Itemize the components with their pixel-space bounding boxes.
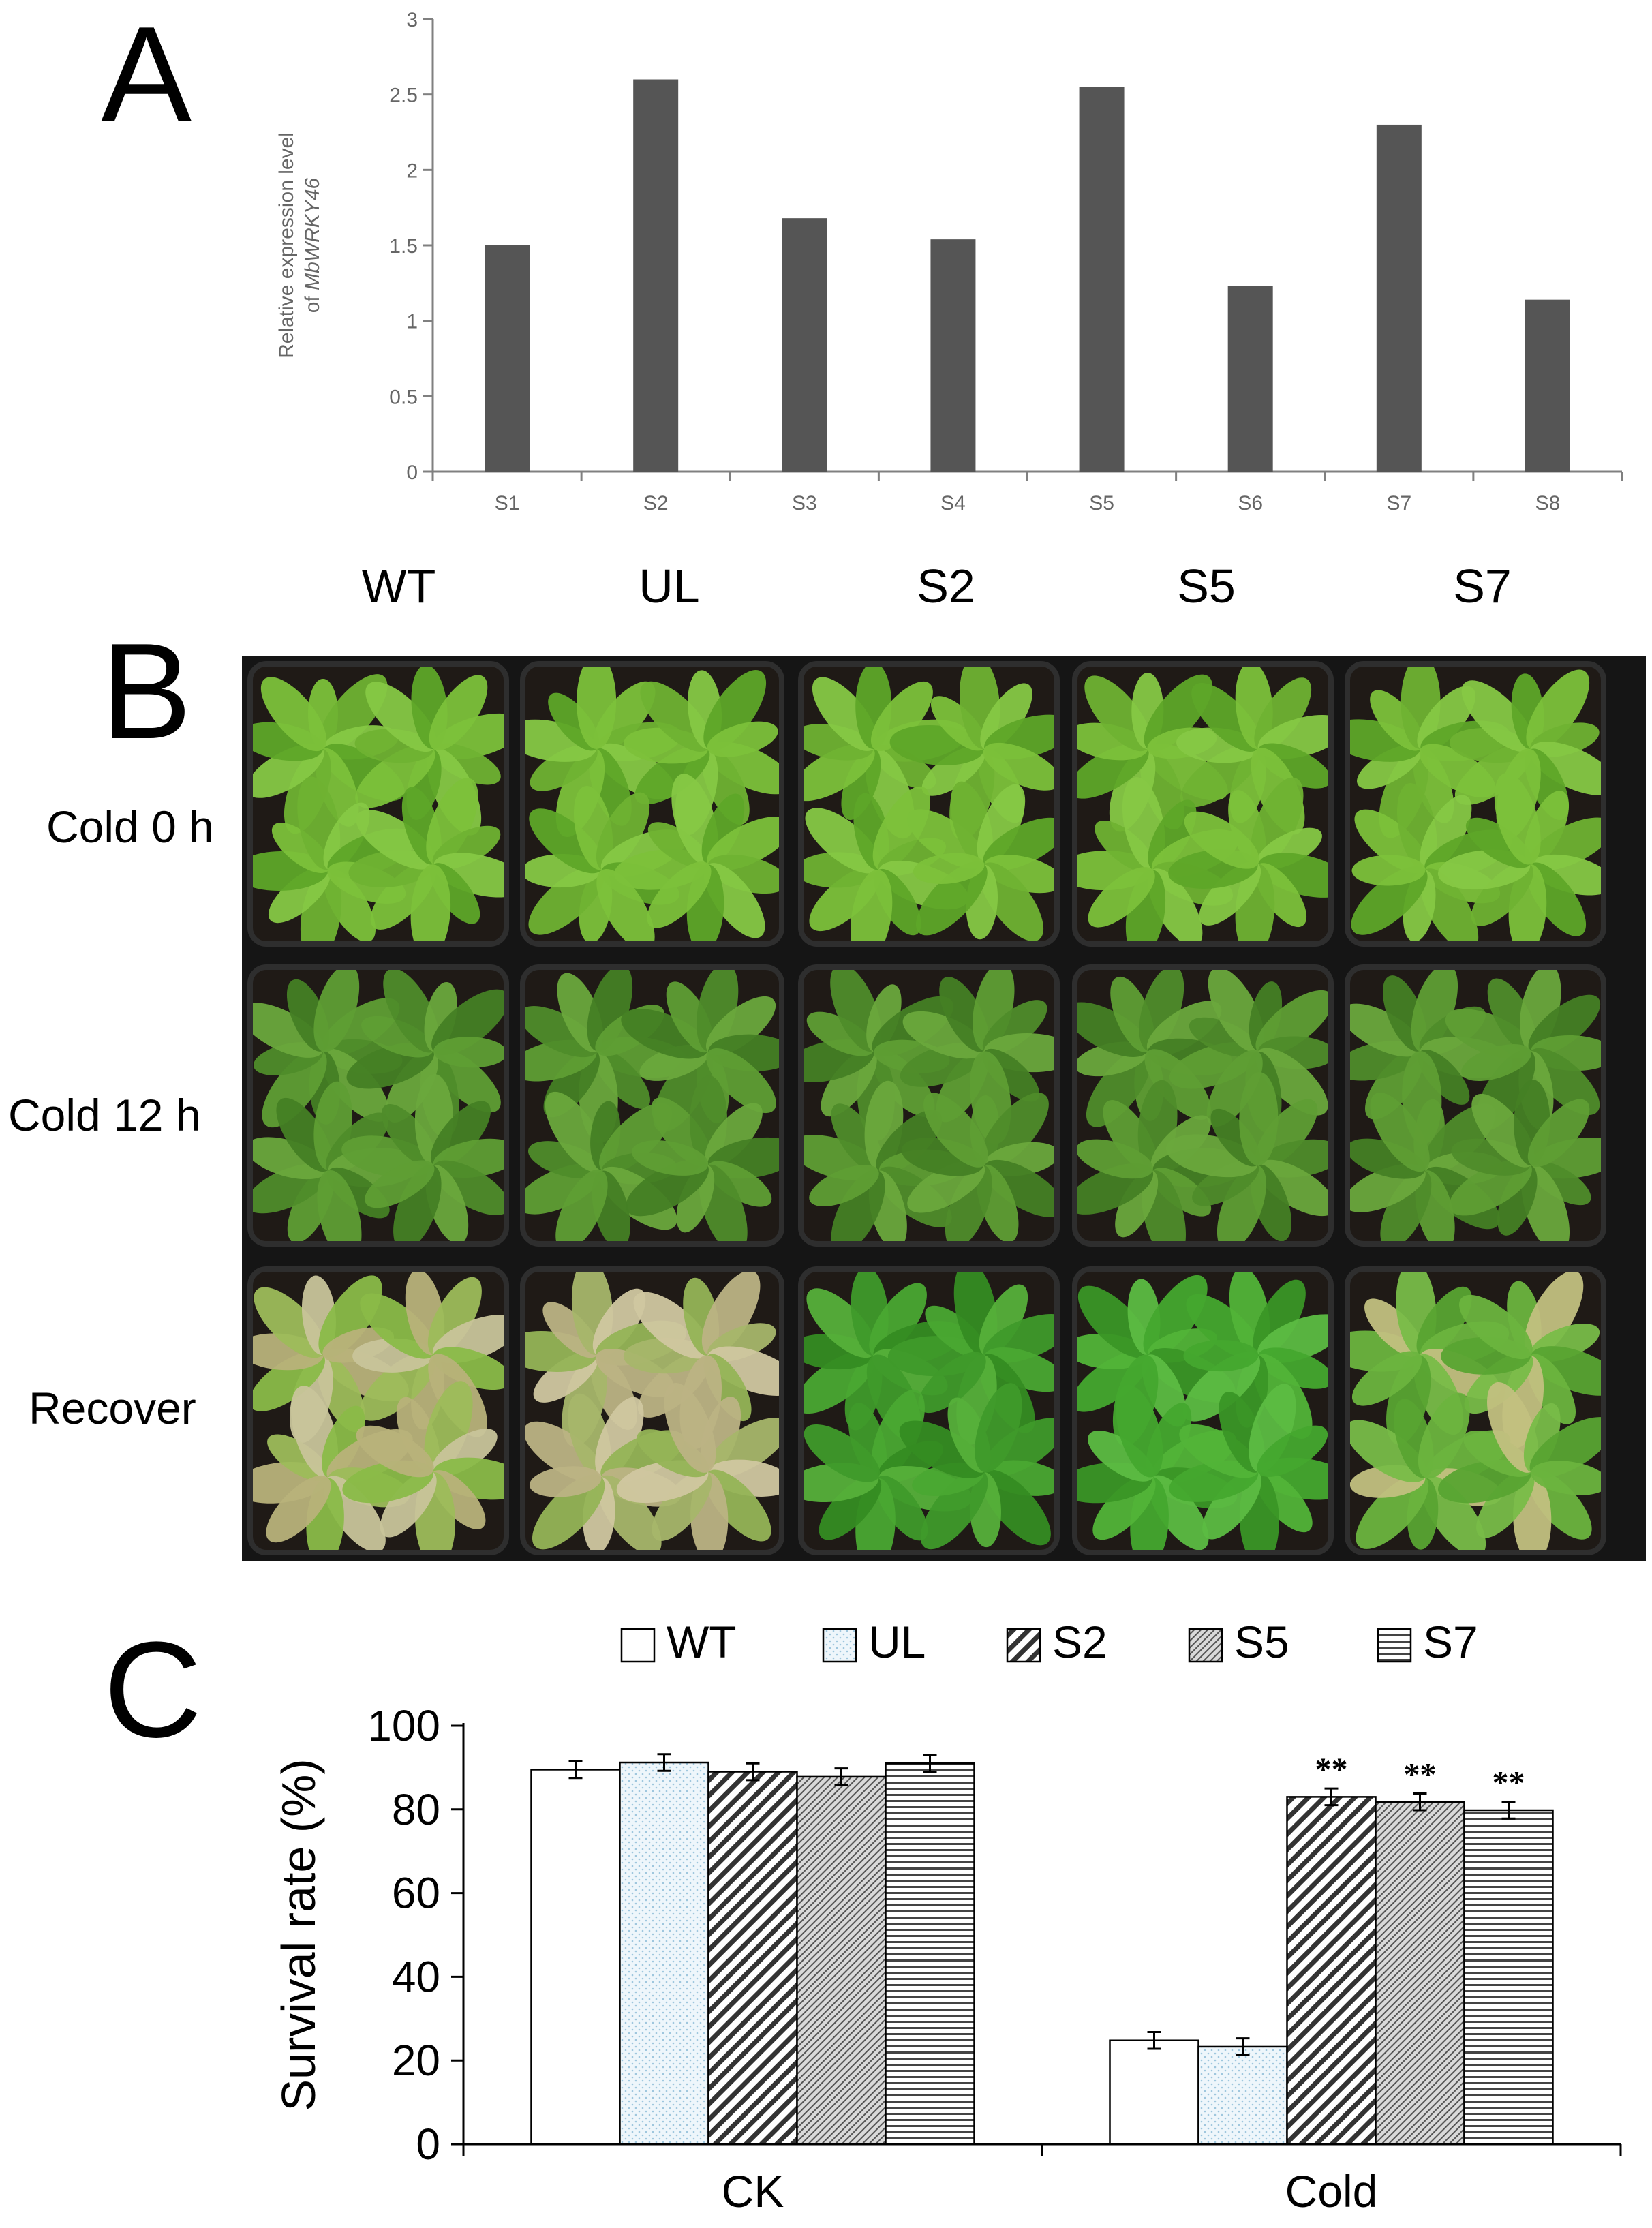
survival-y-tick-label: 100 [367, 1701, 440, 1750]
survival-bar [1375, 1801, 1465, 2146]
survival-y-tick-label: 60 [392, 1869, 440, 1918]
expression-bar [1525, 299, 1570, 472]
survival-x-tick-label: Cold [1285, 2166, 1378, 2216]
significance-marker: ** [1404, 1756, 1437, 1792]
survival-legend: WT UL S2 S5 S7 [620, 1622, 1478, 1667]
survival-bar [707, 1771, 798, 2146]
significance-marker: ** [1493, 1765, 1525, 1801]
legend-label: WT [667, 1622, 737, 1667]
plant-photo [242, 656, 1646, 1561]
plant-pot [247, 1266, 509, 1555]
plant-pot [798, 1266, 1060, 1555]
expression-x-tick-label: S8 [1535, 492, 1561, 515]
tray-row-recover [242, 1261, 1646, 1561]
expression-bar [930, 239, 976, 472]
survival-x-tick-label: CK [722, 2166, 784, 2216]
expression-bar-chart: 0 0.5 1 1.5 2 2.5 3 S1 S2 S3 S4 S5 S6 S7 S8 Relative ex… [275, 9, 1623, 515]
photo-row-label-cold-0h: Cold 0 h [46, 802, 214, 852]
expression-x-tick-label: S2 [643, 492, 669, 515]
expression-y-label-prefix: of [301, 290, 324, 313]
expression-x-tick-label: S7 [1386, 492, 1411, 515]
survival-bar [619, 1761, 709, 2146]
survival-bar-chart: WT UL S2 S5 S7 0 20 40 60 80 100 CK ** ** ** Cold Survi… [272, 1622, 1622, 2216]
survival-bar [1286, 1796, 1377, 2146]
expression-x-tick-label: S6 [1238, 492, 1263, 515]
plant-pot [798, 661, 1060, 947]
plant-pot [1345, 1266, 1606, 1555]
expression-bar [1376, 124, 1422, 472]
plant-pot [1345, 964, 1606, 1247]
photo-col-label-s7: S7 [1453, 560, 1512, 613]
survival-bar [1197, 2045, 1288, 2146]
plant-pot [798, 964, 1060, 1247]
expression-x-tick-label: S4 [940, 492, 966, 515]
legend-swatch [1188, 1628, 1223, 1663]
expression-y-tick-label: 1 [406, 311, 418, 333]
panel-a-letter: A [101, 0, 192, 151]
survival-y-tick-label: 0 [416, 2120, 440, 2169]
photo-col-label-s5: S5 [1177, 560, 1236, 613]
expression-bar [782, 218, 827, 472]
expression-y-label-line2: of MbWRKY46 [301, 177, 324, 313]
expression-y-tick-label: 2 [406, 159, 418, 182]
survival-bar [796, 1775, 887, 2146]
plant-pot [247, 661, 509, 947]
plant-pot [520, 661, 784, 947]
photo-row-label-cold-12h: Cold 12 h [8, 1090, 201, 1140]
legend-label: S5 [1234, 1622, 1289, 1667]
expression-y-tick-label: 3 [406, 9, 418, 31]
photo-col-label-s2: S2 [917, 560, 975, 613]
expression-labels: 0 0.5 1 1.5 2 2.5 3 S1 S2 S3 S4 S5 S6 S7 S8 Relative ex… [275, 9, 1560, 515]
photo-col-label-wt: WT [361, 560, 436, 613]
panel-b-letter: B [101, 615, 192, 767]
plant-pot [247, 964, 509, 1247]
expression-x-tick-label: S3 [792, 492, 817, 515]
significance-marker: ** [1315, 1752, 1348, 1788]
legend-label: S7 [1423, 1622, 1478, 1667]
legend-swatch [822, 1628, 857, 1663]
photo-col-label-ul: UL [639, 560, 700, 613]
survival-bar [1463, 1809, 1554, 2146]
legend-swatch [620, 1628, 656, 1663]
expression-y-tick-label: 2.5 [389, 85, 418, 107]
expression-bar [633, 79, 679, 472]
survival-bars [530, 1753, 1554, 2146]
expression-y-tick-label: 1.5 [389, 235, 418, 258]
legend-swatch [1377, 1628, 1412, 1663]
survival-y-tick-label: 40 [392, 1952, 440, 2001]
plant-pot [1072, 964, 1334, 1247]
legend-label: UL [868, 1622, 926, 1667]
survival-bar [530, 1769, 621, 2146]
plant-pot [520, 964, 784, 1247]
plant-pot [520, 1266, 784, 1555]
expression-bars [485, 79, 1570, 472]
survival-y-tick-label: 80 [392, 1785, 440, 1834]
expression-bar [485, 245, 530, 472]
photo-row-label-recover: Recover [29, 1383, 196, 1433]
plant-pot [1072, 1266, 1334, 1555]
expression-x-tick-label: S1 [495, 492, 520, 515]
survival-y-tick-label: 20 [392, 2036, 440, 2085]
expression-bar [1079, 87, 1125, 472]
expression-y-label-gene: MbWRKY46 [301, 177, 324, 290]
survival-labels: 0 20 40 60 80 100 CK ** ** ** Cold Survival rate (%… [272, 1701, 1525, 2216]
expression-axes [423, 18, 1623, 481]
survival-y-label: Survival rate (%) [272, 1758, 325, 2111]
tray-row-cold-0h [242, 656, 1646, 952]
expression-y-tick-label: 0.5 [389, 386, 418, 408]
expression-y-label: Relative expression level of MbWRKY46 [275, 132, 324, 358]
panel-c-letter: C [104, 1614, 202, 1766]
survival-bar [1109, 2039, 1199, 2146]
expression-bar [1227, 286, 1273, 472]
expression-y-tick-label: 0 [406, 461, 418, 484]
legend-label: S2 [1052, 1622, 1107, 1667]
plant-pot [1072, 661, 1334, 947]
survival-bar [885, 1762, 975, 2146]
tray-row-cold-12h [242, 959, 1646, 1252]
legend-swatch [1006, 1628, 1041, 1663]
plant-pot [1345, 661, 1606, 947]
expression-y-label-line1: Relative expression level [275, 132, 298, 358]
expression-x-tick-label: S5 [1089, 492, 1114, 515]
